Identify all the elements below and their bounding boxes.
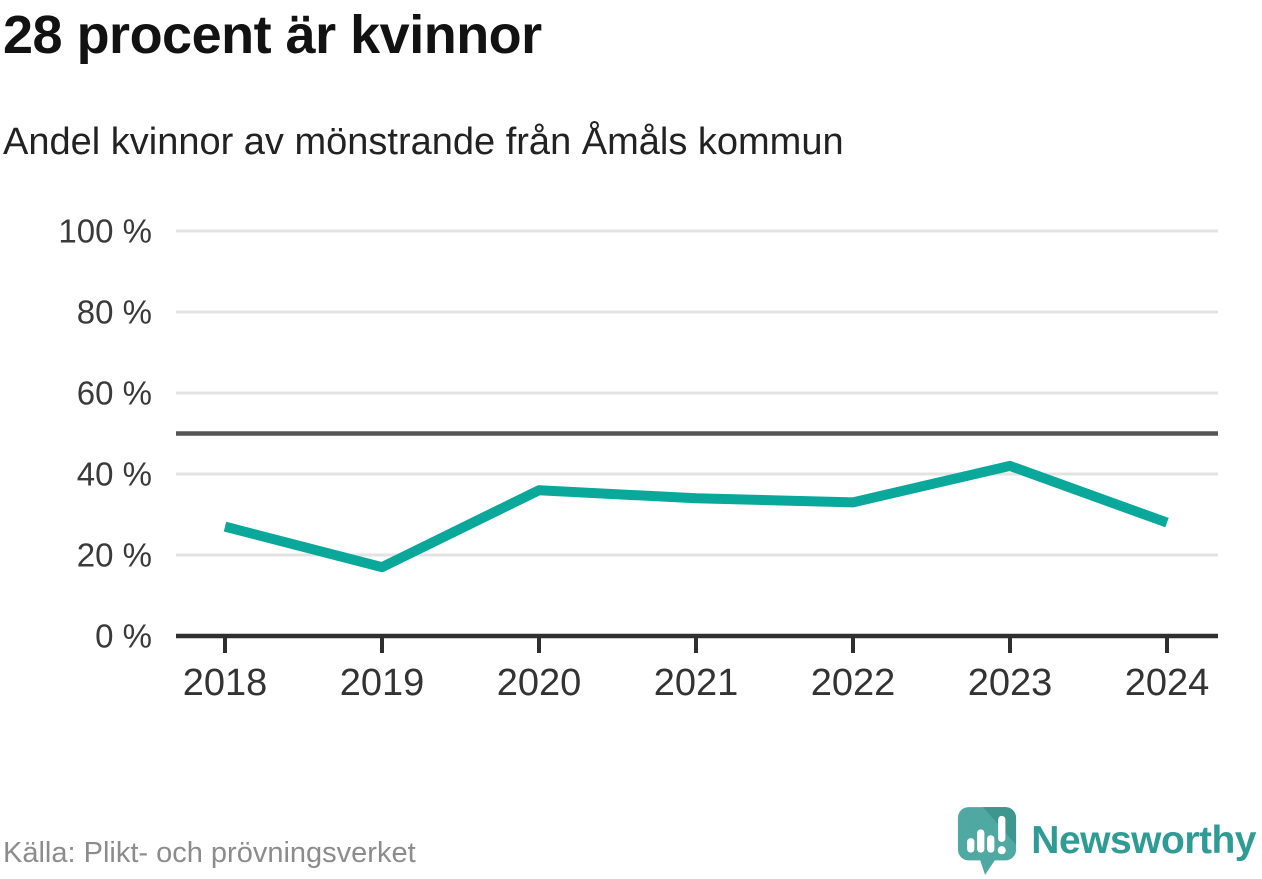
chart-canvas: 0 % 20 % 40 % 60 % 80 % 100 % 2018 2019 2020 2021… [58,213,1218,704]
x-tick-label: 2019 [340,662,425,704]
page-title: 28 procent är kvinnor [3,5,542,65]
x-tick-label: 2021 [654,662,739,704]
bar-icon-3 [987,835,995,853]
x-tick-label: 2024 [1125,662,1210,704]
y-tick-label: 20 % [77,537,152,574]
newsworthy-speech-bubble-icon [958,807,1017,875]
chart-subtitle: Andel kvinnor av mönstrande från Åmåls k… [3,121,844,163]
y-tick-label: 40 % [77,456,152,493]
bar-icon-1 [967,838,975,853]
y-tick-label: 100 % [58,213,152,250]
x-tick-label: 2023 [968,662,1053,704]
source-note: Källa: Plikt- och prövningsverket [3,837,416,869]
bar-icon-2 [977,829,985,853]
y-tick-label: 60 % [77,375,152,412]
brand-wordmark: Newsworthy [1031,819,1256,862]
x-tick-label: 2020 [497,662,582,704]
y-tick-label: 0 % [95,618,152,655]
y-tick-label: 80 % [77,294,152,331]
x-tick-label: 2022 [811,662,896,704]
exclamation-bar-icon [998,815,1006,842]
data-line-andel-kvinnor [223,460,1169,573]
brand-logo: Newsworthy [956,806,1256,876]
x-tick-label: 2018 [183,662,268,704]
exclamation-dot-icon [997,846,1007,855]
line-chart: 0 % 20 % 40 % 60 % 80 % 100 % 2018 2019 2020 2021… [0,190,1262,730]
